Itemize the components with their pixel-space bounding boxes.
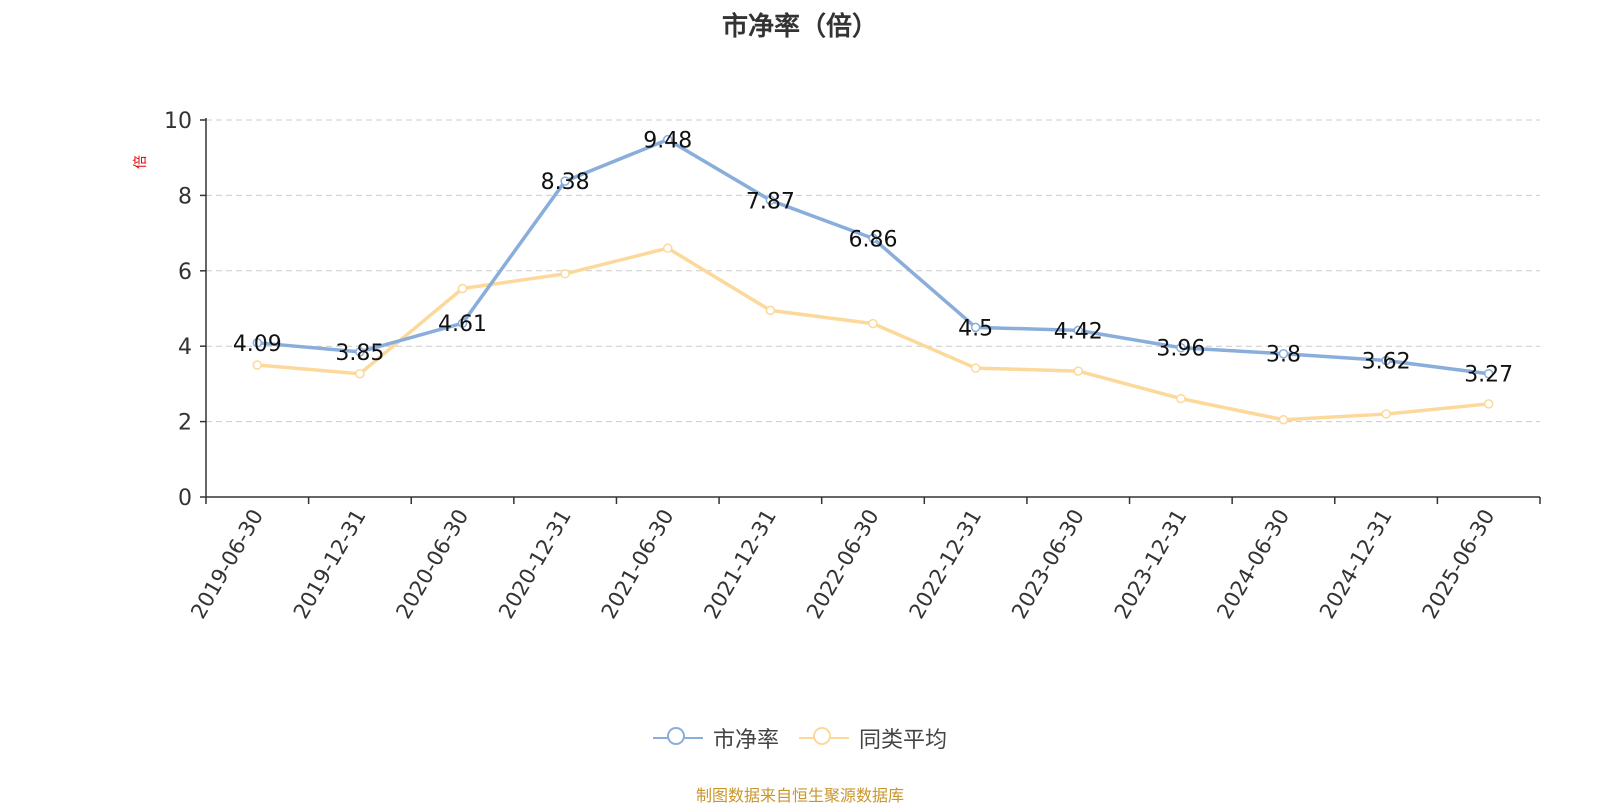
chart-title: 市净率（倍） — [721, 12, 878, 42]
data-point-series-2 — [1483, 399, 1494, 409]
legend-swatch-series-1 — [652, 726, 703, 750]
x-tick-label: 2019-06-30 — [186, 505, 268, 623]
data-point-series-1 — [868, 233, 878, 244]
x-tick-label: 2024-06-30 — [1212, 505, 1294, 623]
data-point-series-1 — [1278, 348, 1289, 359]
data-point-series-2 — [1176, 393, 1186, 404]
data-point-series-1 — [560, 176, 570, 186]
data-point-series-2 — [868, 318, 878, 329]
data-label: 8.38 — [541, 170, 590, 195]
x-tick-label: 2023-12-31 — [1110, 505, 1192, 623]
data-label: 4.42 — [1054, 319, 1103, 344]
data-point-series-2 — [765, 305, 776, 316]
data-point-series-2 — [560, 269, 570, 279]
data-point-series-1 — [663, 134, 673, 145]
data-point-series-2 — [1073, 366, 1083, 376]
data-label: 3.8 — [1266, 343, 1301, 368]
data-point-series-1 — [970, 322, 981, 333]
x-tick-label: 2024-12-31 — [1315, 505, 1397, 623]
data-label: 9.48 — [643, 129, 692, 154]
y-tick-label: 0 — [178, 486, 192, 511]
data-point-series-1 — [1483, 368, 1494, 379]
x-tick-label: 2025-06-30 — [1418, 505, 1500, 623]
legend-item-series-1[interactable]: 市净率 — [652, 722, 779, 754]
data-label: 4.61 — [438, 312, 487, 337]
x-tick-label: 2020-12-31 — [494, 505, 576, 623]
data-point-series-2 — [252, 360, 263, 370]
data-point-series-1 — [252, 338, 263, 348]
data-point-series-2 — [457, 283, 468, 294]
legend-item-series-2[interactable]: 同类平均 — [799, 722, 947, 754]
data-point-series-2 — [663, 243, 673, 253]
data-point-series-1 — [457, 318, 468, 328]
legend-label-series-1: 市净率 — [712, 728, 779, 753]
data-label: 4.09 — [233, 332, 282, 357]
x-tick-label: 2019-12-31 — [289, 505, 371, 623]
x-tick-label: 2022-12-31 — [905, 505, 987, 623]
legend: 市净率 同类平均 — [0, 722, 1600, 754]
data-point-series-1 — [355, 347, 365, 357]
x-tick-label: 2021-12-31 — [699, 505, 781, 623]
data-label: 3.96 — [1156, 337, 1205, 362]
source-note: 制图数据来自恒生聚源数据库 — [695, 786, 904, 805]
y-tick-label: 6 — [178, 260, 192, 285]
data-label: 6.86 — [849, 227, 898, 252]
data-label: 4.5 — [958, 316, 993, 341]
data-point-series-2 — [1381, 409, 1391, 419]
series-line-1 — [257, 137, 1489, 376]
x-tick-label: 2023-06-30 — [1007, 505, 1089, 623]
data-label: 3.27 — [1464, 363, 1513, 388]
y-tick-label: 10 — [164, 109, 192, 134]
x-tick-label: 2022-06-30 — [802, 505, 884, 623]
legend-label-series-2: 同类平均 — [859, 728, 948, 753]
data-label: 3.85 — [335, 341, 384, 366]
y-tick-label: 2 — [178, 411, 192, 436]
data-point-series-1 — [1176, 342, 1186, 353]
y-tick-label: 4 — [178, 335, 192, 360]
x-tick-label: 2021-06-30 — [597, 505, 679, 623]
data-point-series-2 — [970, 363, 981, 373]
data-point-series-2 — [1278, 414, 1289, 425]
data-point-series-1 — [765, 195, 776, 206]
y-tick-label: 8 — [178, 184, 192, 209]
data-label: 7.87 — [746, 189, 795, 214]
data-point-series-1 — [1073, 325, 1083, 336]
data-label: 3.62 — [1362, 350, 1411, 375]
legend-swatch-series-2 — [799, 726, 849, 750]
x-tick-label: 2020-06-30 — [391, 505, 473, 623]
data-point-series-2 — [355, 368, 365, 379]
data-point-series-1 — [1381, 355, 1391, 366]
